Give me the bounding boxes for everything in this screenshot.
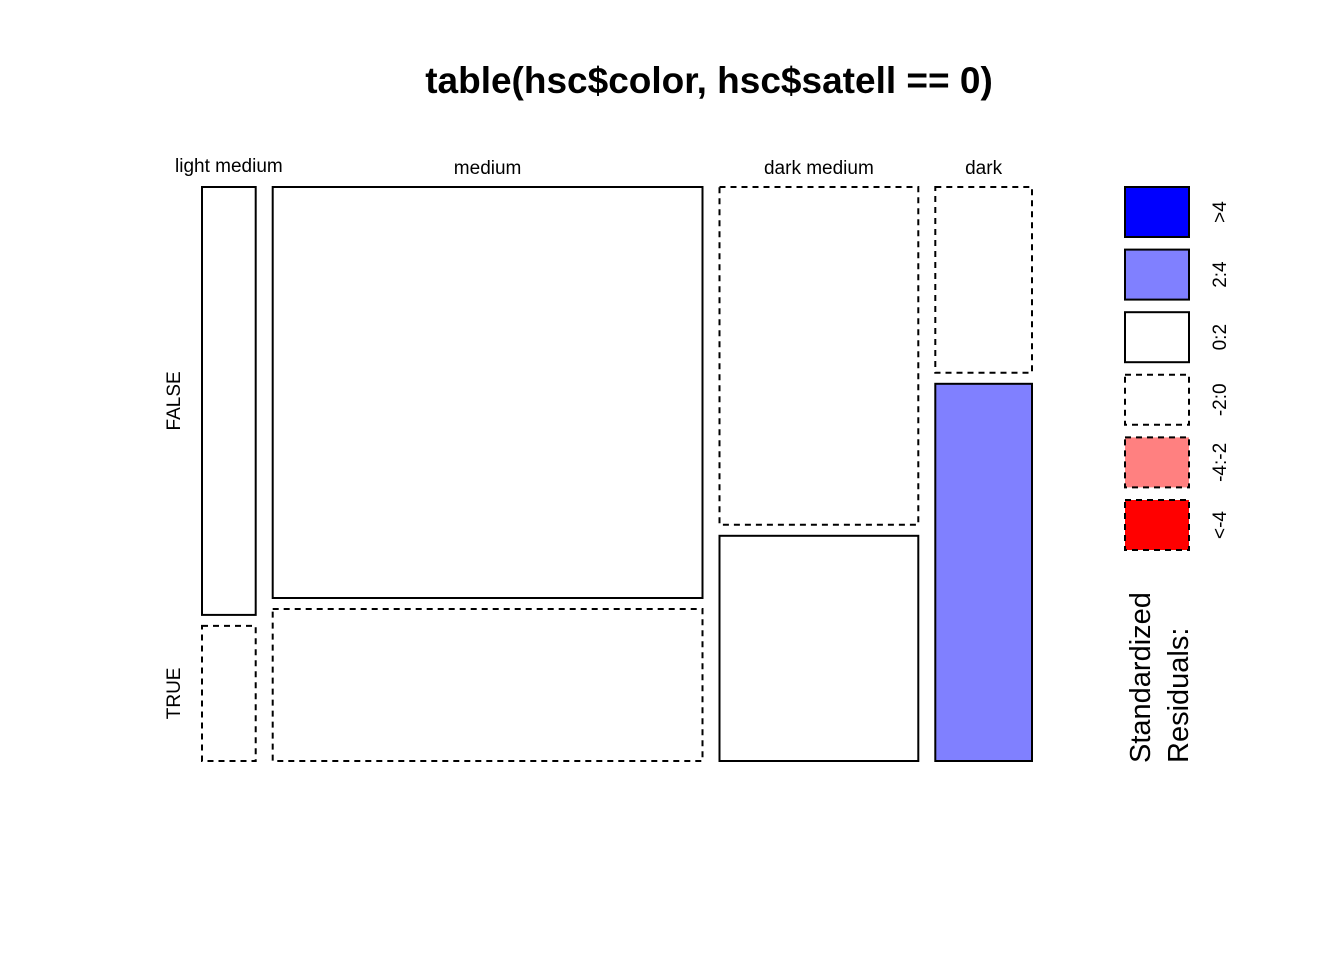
legend-swatch <box>1124 311 1190 364</box>
mosaic-cell-dark-medium-false <box>718 186 920 526</box>
column-label-light-medium: light medium <box>175 156 283 177</box>
legend-label: >4 <box>1210 201 1231 223</box>
legend-swatch <box>1124 186 1190 238</box>
mosaic-cell-dark-medium-true <box>718 534 920 762</box>
legend-label: 2:4 <box>1210 261 1231 288</box>
mosaic-cells <box>201 186 1033 763</box>
legend-label: -2:0 <box>1210 383 1231 416</box>
row-labels: FALSE TRUE <box>164 371 185 719</box>
mosaic-cell-medium-false <box>271 186 704 599</box>
row-label-true: TRUE <box>164 668 185 720</box>
mosaic-cell-light-medium-true <box>201 624 257 763</box>
legend-label: <-4 <box>1210 511 1231 539</box>
legend-title-line1: Standardized <box>1125 592 1157 763</box>
mosaic-cell-dark-false <box>934 186 1033 374</box>
legend-label: 0:2 <box>1210 324 1231 350</box>
column-label-dark: dark <box>965 158 1002 179</box>
legend-swatch <box>1124 499 1190 551</box>
legend-swatch <box>1124 373 1190 426</box>
mosaic-cell-dark-true <box>934 382 1033 762</box>
legend-label: -4:-2 <box>1210 443 1231 482</box>
column-labels: light medium medium dark medium dark <box>175 156 1003 179</box>
legend-swatch <box>1124 436 1190 489</box>
legend-title-line2: Residuals: <box>1163 628 1195 763</box>
column-label-medium: medium <box>454 158 522 179</box>
row-label-false: FALSE <box>164 371 185 430</box>
legend-entries: >4 2:4 0:2 -2:0 -4:-2 <-4 <box>1124 186 1231 551</box>
chart-title: table(hsc$color, hsc$satell == 0) <box>425 60 993 101</box>
residual-legend: >4 2:4 0:2 -2:0 -4:-2 <-4 Standardized Residu… <box>1124 186 1231 763</box>
column-label-dark-medium: dark medium <box>764 158 874 179</box>
mosaic-cell-medium-true <box>271 608 704 762</box>
legend-swatch <box>1124 248 1190 301</box>
mosaic-cell-light-medium-false <box>201 186 257 616</box>
